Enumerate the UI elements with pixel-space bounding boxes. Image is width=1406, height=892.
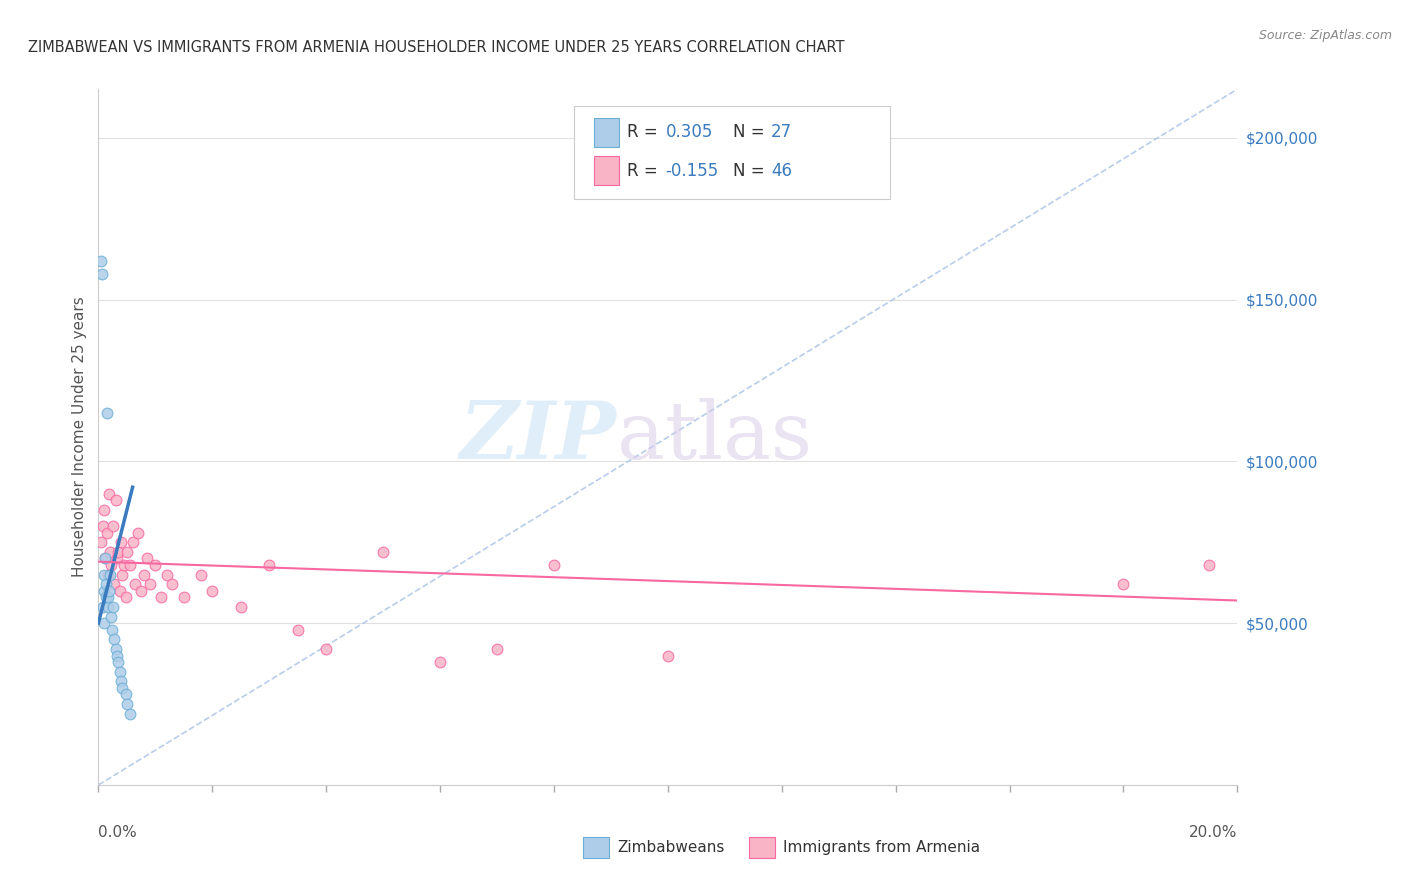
Text: R =: R = [627,123,664,141]
Point [150,591,173,605]
Point [93,583,115,598]
Point [104,493,127,508]
Point [229,599,252,614]
Point [657,648,679,663]
Point [94,551,117,566]
Text: 0.0%: 0.0% [98,825,138,840]
Text: -0.155: -0.155 [665,161,718,179]
Text: 27: 27 [770,123,792,141]
Point [111,681,134,695]
Text: ZIMBABWEAN VS IMMIGRANTS FROM ARMENIA HOUSEHOLDER INCOME UNDER 25 YEARS CORRELAT: ZIMBABWEAN VS IMMIGRANTS FROM ARMENIA HO… [28,40,845,55]
Point [145,558,167,572]
Point [105,551,128,566]
Point [118,558,141,572]
Point [107,545,129,559]
Point [124,577,146,591]
Point [104,642,127,657]
Point [173,591,195,605]
Point [98,567,121,582]
Point [105,648,128,663]
Point [315,642,337,657]
Point [201,583,224,598]
Text: R =: R = [627,161,664,179]
Text: 46: 46 [770,161,792,179]
Point [543,558,565,572]
Point [156,567,179,582]
Point [103,577,125,591]
Point [138,577,160,591]
Point [259,558,281,572]
Point [1112,577,1135,591]
Point [91,519,114,533]
Point [97,591,120,605]
Point [162,577,184,591]
Text: 20.0%: 20.0% [1189,825,1237,840]
Point [100,609,122,624]
Point [96,406,118,420]
Point [101,519,124,533]
Point [127,525,149,540]
Point [110,674,132,689]
Text: Immigrants from Armenia: Immigrants from Armenia [783,840,980,855]
Point [132,567,155,582]
Point [98,545,121,559]
Point [94,551,117,566]
Text: N =: N = [733,123,770,141]
Point [96,577,118,591]
Point [107,655,129,669]
Point [97,567,120,582]
Point [373,545,395,559]
Text: Source: ZipAtlas.com: Source: ZipAtlas.com [1258,29,1392,42]
Point [1198,558,1220,572]
Point [429,655,451,669]
Point [100,623,122,637]
Point [101,599,124,614]
Point [94,591,117,605]
Point [108,583,131,598]
Point [112,558,135,572]
Point [90,535,112,549]
Point [486,642,509,657]
Point [91,599,114,614]
Point [118,706,141,721]
Point [287,623,309,637]
Point [114,687,136,701]
Point [91,267,114,281]
Point [110,535,132,549]
Text: N =: N = [733,161,770,179]
Point [115,545,138,559]
Point [115,697,138,711]
Point [93,503,115,517]
Point [96,599,118,614]
Y-axis label: Householder Income Under 25 years: Householder Income Under 25 years [72,297,87,577]
Point [114,591,136,605]
Point [111,567,134,582]
Point [190,567,212,582]
Point [135,551,157,566]
Text: Zimbabweans: Zimbabweans [617,840,724,855]
Text: 0.305: 0.305 [665,123,713,141]
Point [93,616,115,631]
Point [121,535,143,549]
Point [97,583,120,598]
Point [96,525,118,540]
Point [93,567,115,582]
Point [108,665,131,679]
Point [103,632,125,647]
Point [97,486,120,500]
Point [129,583,152,598]
Text: atlas: atlas [617,398,811,476]
Point [90,253,112,268]
Point [100,558,122,572]
Text: ZIP: ZIP [460,399,617,475]
